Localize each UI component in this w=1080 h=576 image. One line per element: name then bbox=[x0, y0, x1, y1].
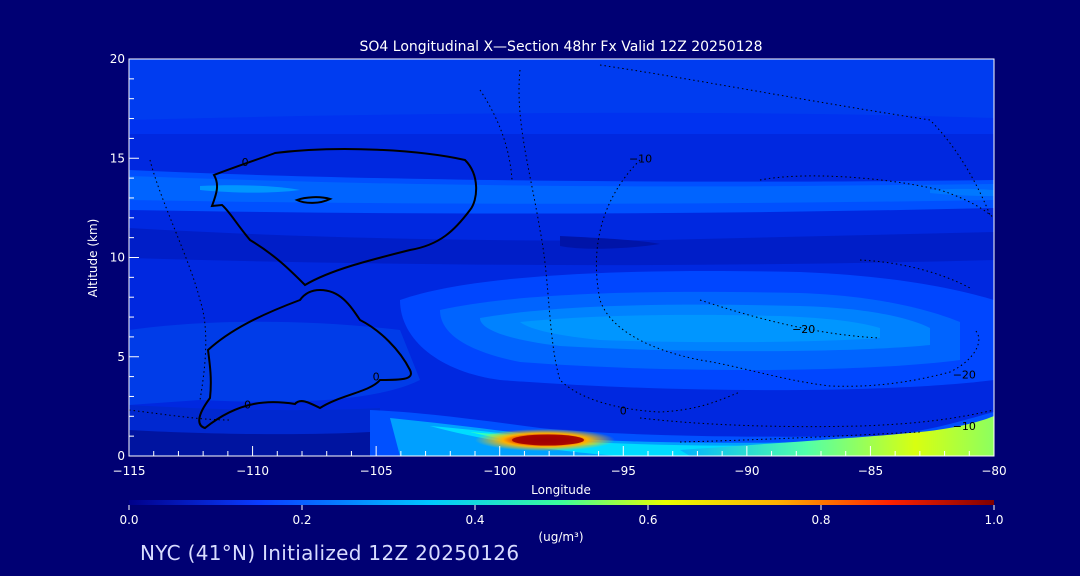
contour-label: −10 bbox=[629, 152, 652, 165]
y-tick-label: 5 bbox=[117, 350, 125, 364]
contour-negative-lines bbox=[129, 64, 994, 443]
contour-label: 0 bbox=[620, 404, 627, 417]
colorbar-tick-label: 0.6 bbox=[638, 513, 657, 527]
colorbar: 0.0 0.2 0.4 0.6 0.8 1.0 (ug/m³) bbox=[119, 500, 1004, 544]
colorbar-tick-label: 0.2 bbox=[292, 513, 311, 527]
x-tick-label: −95 bbox=[611, 464, 636, 478]
contour-label: 0 bbox=[244, 398, 251, 411]
contour-label: −20 bbox=[953, 369, 976, 382]
x-tick-label: −90 bbox=[734, 464, 759, 478]
y-axis-ticks: 0 5 10 15 20 bbox=[110, 52, 139, 463]
colorbar-tick-label: 0.8 bbox=[811, 513, 830, 527]
colorbar-units-label: (ug/m³) bbox=[538, 530, 583, 544]
x-axis-label: Longitude bbox=[531, 483, 591, 497]
x-tick-label: −110 bbox=[236, 464, 269, 478]
y-tick-label: 15 bbox=[110, 151, 125, 165]
y-axis-label: Altitude (km) bbox=[86, 219, 100, 298]
y-tick-label: 10 bbox=[110, 251, 125, 265]
y-tick-label: 0 bbox=[117, 449, 125, 463]
contour-zero-lines bbox=[198, 148, 478, 430]
chart-title: SO4 Longitudinal X—Section 48hr Fx Valid… bbox=[360, 39, 763, 55]
x-tick-label: −85 bbox=[858, 464, 883, 478]
x-tick-label: −80 bbox=[981, 464, 1006, 478]
x-tick-label: −105 bbox=[360, 464, 393, 478]
x-tick-label: −115 bbox=[113, 464, 146, 478]
contour-labels: 0 0 0 0 −10 −20 −20 −10 bbox=[242, 152, 976, 433]
colorbar-tick-label: 1.0 bbox=[984, 513, 1003, 527]
contour-label: 0 bbox=[373, 371, 380, 384]
colorbar-tick-label: 0.0 bbox=[119, 513, 138, 527]
x-tick-label: −100 bbox=[483, 464, 516, 478]
plot-field bbox=[129, 59, 994, 456]
colorbar-tick-label: 0.4 bbox=[465, 513, 484, 527]
contour-label: 0 bbox=[242, 156, 249, 169]
x-axis-ticks: −115 −110 −105 −100 −95 −90 −85 −80 bbox=[113, 446, 1007, 478]
footer-station-info: NYC (41°N) Initialized 12Z 20250126 bbox=[140, 541, 520, 565]
contour-label: −20 bbox=[792, 323, 815, 336]
colorbar-gradient bbox=[129, 500, 994, 505]
y-tick-label: 20 bbox=[110, 52, 125, 66]
contour-label: −10 bbox=[953, 420, 976, 433]
